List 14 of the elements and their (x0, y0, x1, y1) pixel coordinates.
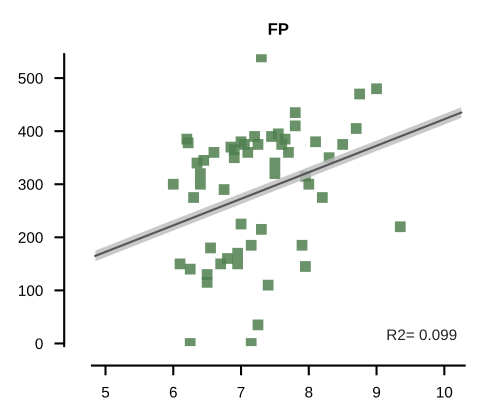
annotation: R2= 0.099 (388, 329, 456, 340)
x-tick-label: 8 (305, 386, 312, 398)
y-tick-label: 400 (18, 126, 43, 137)
x-tick-label: 10 (436, 386, 452, 398)
y-tick-label: 300 (18, 179, 43, 190)
y-tick-label: 200 (18, 232, 43, 243)
x-tick-label: 5 (102, 386, 110, 398)
y-tick-label: 0 (35, 338, 43, 350)
chart-title: FP (268, 23, 288, 35)
y-tick-label: 100 (19, 285, 43, 296)
x-tick-label: 7 (238, 386, 245, 398)
x-tick-label: 6 (170, 386, 177, 398)
x-tick-label: 9 (373, 386, 380, 398)
y-tick-label: 500 (18, 72, 43, 84)
